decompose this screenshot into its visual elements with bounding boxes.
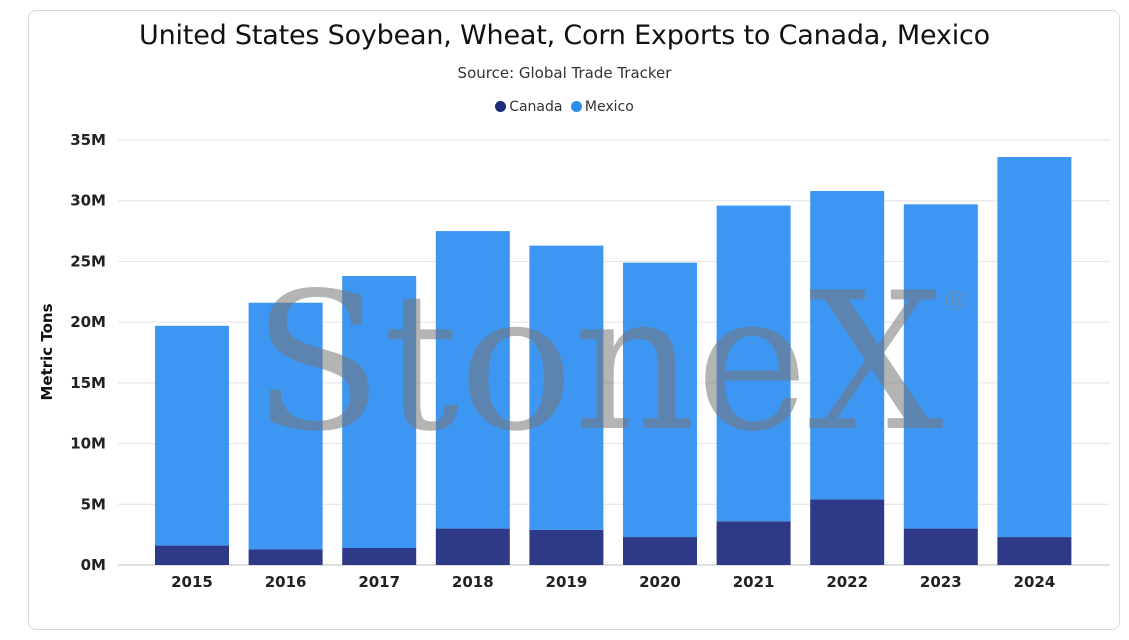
bar-mexico-2021[interactable]	[716, 205, 791, 522]
watermark-registered-mark: ®	[942, 287, 968, 317]
bar-canada-2019[interactable]	[529, 529, 604, 565]
bar-mexico-2024[interactable]	[997, 157, 1072, 538]
y-tick-label: 0M	[81, 556, 106, 574]
x-tick-label: 2021	[733, 573, 775, 591]
x-tick-label: 2015	[171, 573, 213, 591]
y-tick-label: 20M	[70, 313, 106, 331]
bar-canada-2016[interactable]	[248, 549, 323, 565]
bar-canada-2017[interactable]	[342, 548, 417, 565]
watermark-logo: StoneX	[253, 252, 944, 473]
bar-canada-2022[interactable]	[810, 499, 885, 565]
y-tick-label: 35M	[70, 131, 106, 149]
y-tick-label: 15M	[70, 374, 106, 392]
bar-mexico-2020[interactable]	[623, 262, 697, 538]
bar-mexico-2017[interactable]	[342, 276, 417, 548]
y-tick-label: 25M	[70, 252, 106, 270]
watermark-layer: StoneX ®	[253, 252, 968, 473]
bar-mexico-2019[interactable]	[529, 245, 604, 530]
legend-label-mexico: Mexico	[584, 99, 634, 115]
bar-mexico-2016[interactable]	[248, 302, 323, 550]
x-tick-label: 2017	[358, 573, 400, 591]
legend-item-canada[interactable]: Canada	[495, 99, 562, 115]
bar-canada-2023[interactable]	[903, 528, 978, 565]
x-tick-label: 2022	[826, 573, 868, 591]
bar-canada-2024[interactable]	[997, 537, 1072, 565]
x-tick-label: 2019	[546, 573, 588, 591]
bar-canada-2018[interactable]	[435, 528, 510, 565]
chart-subtitle: Source: Global Trade Tracker	[457, 64, 672, 82]
y-axis-ticks: 0M 5M 10M 15M 20M 25M 30M 35M	[70, 131, 106, 574]
x-tick-label: 2016	[265, 573, 307, 591]
x-tick-label: 2024	[1014, 573, 1056, 591]
x-axis-ticks: 2015 2016 2017 2018 2019 2020 2021 2022 2023 2024	[171, 573, 1055, 591]
chart-legend: Canada Mexico	[0, 99, 1129, 115]
bar-mexico-2022[interactable]	[810, 191, 885, 500]
y-tick-label: 10M	[70, 435, 106, 453]
legend-marker-mexico	[570, 101, 582, 112]
bar-mexico-2023[interactable]	[903, 204, 978, 529]
legend-marker-canada	[495, 101, 507, 112]
chart-title: United States Soybean, Wheat, Corn Expor…	[139, 20, 990, 51]
y-tick-label: 30M	[70, 192, 106, 210]
y-tick-label: 5M	[81, 495, 106, 513]
bar-canada-2021[interactable]	[716, 521, 791, 565]
bar-mexico-2015[interactable]	[155, 325, 229, 546]
legend-label-canada: Canada	[509, 99, 563, 115]
bar-canada-2020[interactable]	[623, 537, 697, 565]
x-tick-label: 2018	[452, 573, 494, 591]
y-axis-title: Metric Tons	[38, 303, 56, 400]
bars	[155, 157, 1072, 565]
bar-mexico-2018[interactable]	[435, 231, 510, 529]
x-tick-label: 2020	[639, 573, 681, 591]
x-tick-label: 2023	[920, 573, 962, 591]
bar-canada-2015[interactable]	[155, 545, 229, 565]
legend-item-mexico[interactable]: Mexico	[570, 99, 634, 115]
